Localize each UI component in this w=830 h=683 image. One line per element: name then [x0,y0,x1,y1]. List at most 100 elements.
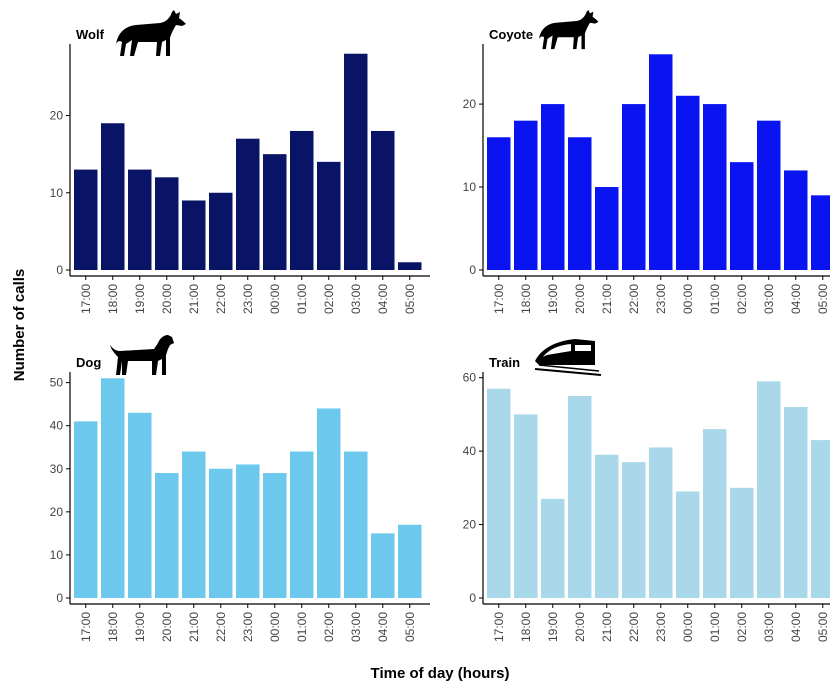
panel-dog: Dog 0 10 20 30 40 50 17:00 18:00 19:00 20:00 21:00 2… [50,335,430,642]
y-tick-label: 40 [463,444,477,458]
x-tick-label: 00:00 [681,284,695,314]
x-tick-label: 04:00 [376,284,390,314]
coyote-icon [539,10,599,50]
x-tick-label: 02:00 [322,612,336,642]
x-tick-label: 18:00 [519,284,533,314]
bar [568,137,592,270]
x-tick-label: 21:00 [600,612,614,642]
x-tick-label: 19:00 [546,612,560,642]
x-tick-label: 01:00 [295,612,309,642]
bar [568,396,592,598]
x-tick-label: 20:00 [573,284,587,314]
bar [649,447,673,598]
bar [676,95,700,271]
bar [236,464,260,598]
bar [209,468,233,598]
bar [811,195,830,270]
x-tick-label: 20:00 [160,612,174,642]
x-tick-label: 18:00 [519,612,533,642]
x-tick-label: 00:00 [268,284,282,314]
x-axis-title: Time of day (hours) [371,665,510,682]
bar [344,53,368,270]
dog-icon [110,335,174,375]
x-tick-label: 05:00 [403,612,417,642]
bar [263,473,287,598]
x-tick-label: 19:00 [133,284,147,314]
y-tick-label: 10 [463,180,477,194]
bar [317,408,341,598]
x-tick-label: 17:00 [79,612,93,642]
bar [703,429,727,598]
x-tick-label: 20:00 [160,284,174,314]
x-tick-label: 03:00 [762,284,776,314]
x-tick-label: 05:00 [816,612,830,642]
x-tick-label: 02:00 [735,612,749,642]
y-tick-label: 0 [56,591,63,605]
bar [155,177,179,270]
bar [622,104,646,271]
x-tick-label: 23:00 [654,612,668,642]
x-tick-label: 01:00 [295,284,309,314]
bar [676,491,700,598]
bar [74,169,98,270]
x-tick-label: 03:00 [349,612,363,642]
y-tick-label: 0 [56,263,63,277]
train-icon [534,339,602,376]
x-tick-label: 04:00 [789,284,803,314]
x-tick-label: 18:00 [106,284,120,314]
x-tick-label: 02:00 [735,284,749,314]
x-tick-label: 23:00 [241,284,255,314]
bar [487,137,511,270]
bar [209,192,233,270]
bar [317,161,341,270]
x-tick-label: 01:00 [708,612,722,642]
bar [290,451,314,598]
x-tick-label: 20:00 [573,612,587,642]
x-tick-label: 17:00 [492,612,506,642]
bar [595,187,619,270]
bar [182,451,206,598]
bar [371,130,395,270]
bar [514,120,538,271]
y-tick-label: 10 [50,186,64,200]
y-tick-label: 20 [50,109,64,123]
x-tick-label: 22:00 [214,612,228,642]
bar [398,262,422,270]
bar [74,421,98,598]
panel-title: Train [489,355,520,370]
x-tick-label: 01:00 [708,284,722,314]
x-tick-label: 17:00 [79,284,93,314]
x-tick-label: 22:00 [214,284,228,314]
bar [622,462,646,598]
panel-title: Wolf [76,27,105,42]
bar [155,473,179,598]
bar [514,414,538,598]
x-tick-label: 23:00 [241,612,255,642]
x-tick-label: 21:00 [600,284,614,314]
bar [182,200,206,270]
bar [595,454,619,598]
bar [811,440,830,598]
y-tick-label: 0 [469,591,476,605]
x-tick-label: 21:00 [187,284,201,314]
bar [487,388,511,598]
bar [730,162,754,270]
y-tick-label: 10 [50,548,64,562]
x-tick-label: 02:00 [322,284,336,314]
y-tick-label: 40 [50,419,64,433]
bar [128,412,152,598]
x-tick-label: 03:00 [762,612,776,642]
x-tick-label: 19:00 [133,612,147,642]
bar [730,487,754,598]
bar [101,123,125,270]
x-tick-label: 00:00 [268,612,282,642]
bar [757,120,781,271]
bar [290,130,314,270]
y-tick-label: 50 [50,376,64,390]
y-axis-title: Number of calls [11,269,28,382]
bar [128,169,152,270]
bar [784,407,808,598]
y-tick-label: 30 [50,462,64,476]
bar [757,381,781,598]
